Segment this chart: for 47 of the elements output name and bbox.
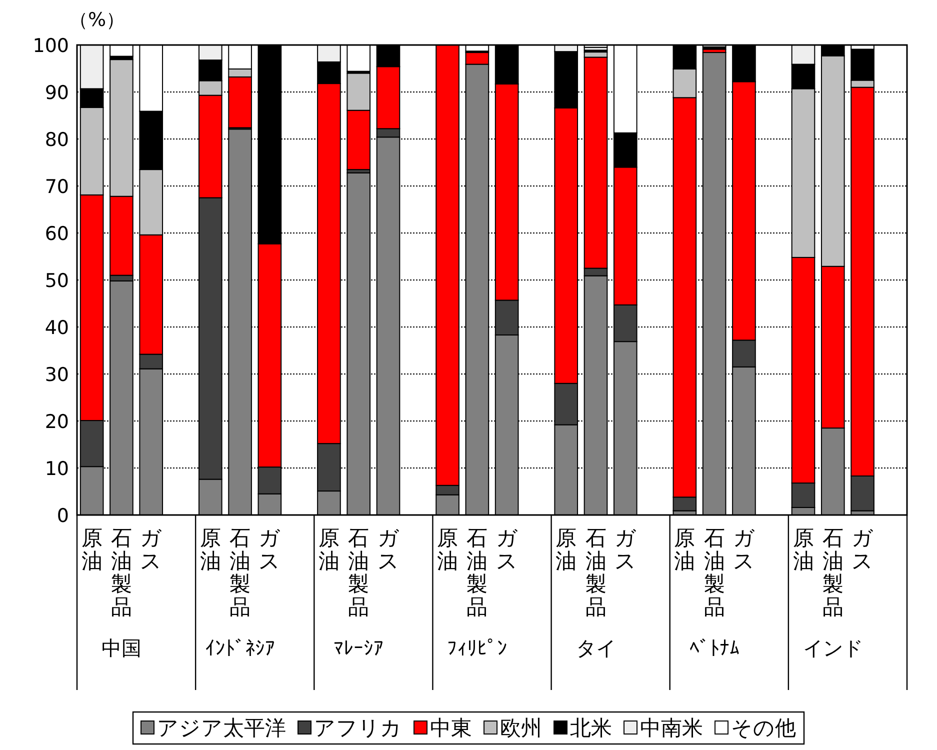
- x-tick-label: ガス: [140, 526, 162, 573]
- y-tick-label: 30: [44, 364, 69, 386]
- legend-label: 欧州: [500, 716, 542, 740]
- text: ﾏﾚｰｼｱ: [334, 636, 384, 660]
- x-tick-label: ガス: [852, 526, 874, 573]
- legend-label: 北米: [570, 716, 612, 740]
- x-tick-label: 石油製品: [704, 526, 725, 619]
- y-tick-label: 40: [44, 317, 69, 339]
- legend-label: その他: [731, 716, 796, 740]
- y-tick-label: 10: [44, 458, 69, 480]
- text: ｲﾝﾄﾞﾈｼｱ: [205, 636, 276, 660]
- y-tick-label: 90: [44, 82, 69, 104]
- y-tick-label: 80: [44, 129, 69, 151]
- text: ﾌｨﾘﾋﾟﾝ: [447, 636, 508, 660]
- x-tick-label: ガス: [614, 526, 636, 573]
- y-tick-label: 100: [32, 35, 69, 57]
- text: 中国: [101, 636, 142, 660]
- x-tick-label: 原油: [674, 526, 696, 573]
- x-tick-label: 原油: [81, 526, 102, 573]
- x-tick-label: 原油: [437, 526, 458, 573]
- x-tick-label: 石油製品: [466, 526, 488, 619]
- x-tick-label: 原油: [200, 526, 221, 573]
- y-tick-label: 0: [56, 505, 69, 527]
- x-tick-label: 原油: [792, 526, 814, 573]
- x-tick-label: ガス: [496, 526, 518, 573]
- y-tick-label: 60: [44, 223, 69, 245]
- x-tick-label: 原油: [556, 526, 577, 573]
- text: インド: [802, 636, 863, 660]
- x-tick-label: 石油製品: [585, 526, 606, 619]
- y-tick-label: 50: [44, 270, 69, 292]
- legend-label: 中南米: [640, 716, 703, 740]
- y-axis-title: （%）: [68, 9, 126, 31]
- x-tick-label: 石油製品: [822, 526, 844, 619]
- x-tick-label: 原油: [318, 526, 340, 573]
- x-tick-label: 石油製品: [230, 526, 251, 619]
- text: タイ: [576, 636, 616, 660]
- legend-label: アフリカ: [314, 716, 402, 740]
- legend-label: アジア太平洋: [157, 716, 286, 740]
- x-tick-label: 石油製品: [110, 526, 132, 619]
- legend-label: 中東: [430, 716, 472, 740]
- x-tick-label: 石油製品: [348, 526, 370, 619]
- text: ﾍﾞﾄﾅﾑ: [689, 636, 740, 660]
- x-tick-label: ガス: [258, 526, 281, 573]
- y-tick-label: 20: [44, 411, 69, 433]
- x-tick-label: ガス: [732, 526, 755, 573]
- x-tick-label: ガス: [377, 526, 400, 573]
- y-tick-label: 70: [44, 176, 69, 198]
